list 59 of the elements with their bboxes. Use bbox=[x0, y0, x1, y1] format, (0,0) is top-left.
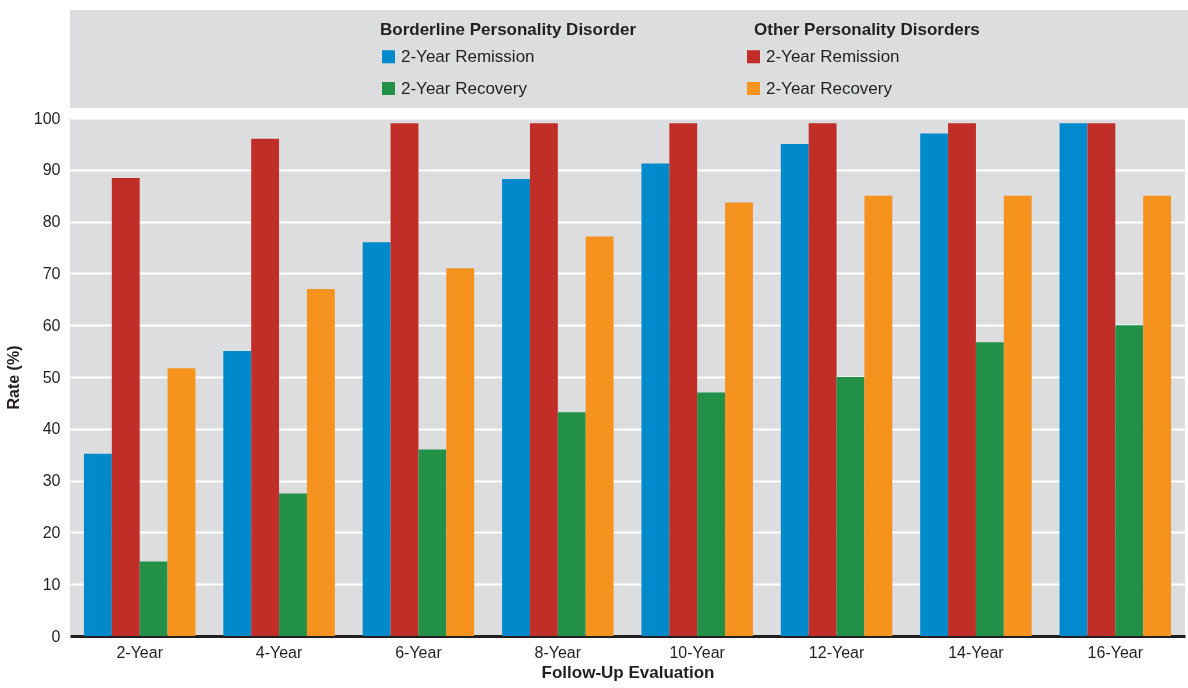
bar bbox=[557, 412, 586, 636]
y-tick-label: 100 bbox=[33, 109, 61, 127]
bar bbox=[1003, 195, 1032, 636]
bar bbox=[390, 123, 419, 636]
x-tick-label: 10-Year bbox=[669, 643, 726, 661]
bar bbox=[306, 288, 335, 636]
bar bbox=[223, 351, 252, 636]
bar bbox=[1115, 325, 1144, 636]
text: Borderline Personality Disorder bbox=[380, 20, 637, 39]
y-tick-label: 30 bbox=[42, 472, 61, 490]
bar bbox=[780, 143, 809, 636]
bar bbox=[585, 236, 614, 636]
legend-label: 2-Year Remission bbox=[401, 46, 535, 66]
x-tick-label: 4-Year bbox=[255, 643, 304, 661]
bar bbox=[167, 368, 196, 636]
bar bbox=[251, 138, 280, 636]
bar bbox=[697, 392, 726, 636]
bar bbox=[139, 561, 168, 636]
bar bbox=[975, 342, 1004, 636]
bar bbox=[1059, 123, 1088, 636]
bar bbox=[669, 123, 698, 636]
bar bbox=[418, 449, 447, 636]
x-tick-label: 12-Year bbox=[808, 643, 865, 661]
bar bbox=[529, 123, 558, 636]
bar bbox=[808, 123, 837, 636]
bar bbox=[920, 133, 949, 636]
y-tick-label: 70 bbox=[42, 264, 61, 282]
legend-label: 2-Year Recovery bbox=[401, 78, 528, 98]
y-tick-label: 20 bbox=[42, 523, 61, 541]
y-tick-label: 10 bbox=[42, 575, 61, 593]
bar bbox=[864, 195, 893, 636]
x-axis-title: Follow-Up Evaluation bbox=[541, 662, 715, 682]
text: Other Personality Disorders bbox=[754, 20, 980, 39]
bar bbox=[1087, 123, 1116, 636]
bar bbox=[279, 493, 307, 636]
legend-label: 2-Year Remission bbox=[766, 46, 900, 66]
y-tick-label: 40 bbox=[42, 420, 61, 438]
bar bbox=[948, 123, 976, 636]
y-tick-label: 90 bbox=[42, 161, 61, 179]
bar bbox=[641, 163, 670, 636]
y-tick-label: 50 bbox=[42, 368, 61, 386]
bar bbox=[362, 242, 391, 636]
bar bbox=[83, 453, 112, 636]
y-tick-label: 0 bbox=[51, 627, 61, 645]
x-tick-label: 14-Year bbox=[948, 643, 1005, 661]
bar bbox=[725, 202, 753, 636]
y-axis-title: Rate (%) bbox=[4, 345, 22, 410]
legend-label: 2-Year Recovery bbox=[766, 78, 893, 98]
bar bbox=[111, 178, 140, 636]
x-tick-label: 2-Year bbox=[116, 643, 164, 661]
bar bbox=[1143, 195, 1172, 636]
bar bbox=[502, 179, 530, 636]
x-tick-label: 16-Year bbox=[1087, 643, 1144, 661]
x-tick-label: 8-Year bbox=[534, 643, 582, 661]
x-tick-label: 6-Year bbox=[395, 643, 443, 661]
y-tick-label: 80 bbox=[42, 213, 61, 231]
bar bbox=[836, 377, 865, 636]
bar bbox=[446, 268, 475, 636]
y-tick-label: 60 bbox=[42, 316, 61, 334]
